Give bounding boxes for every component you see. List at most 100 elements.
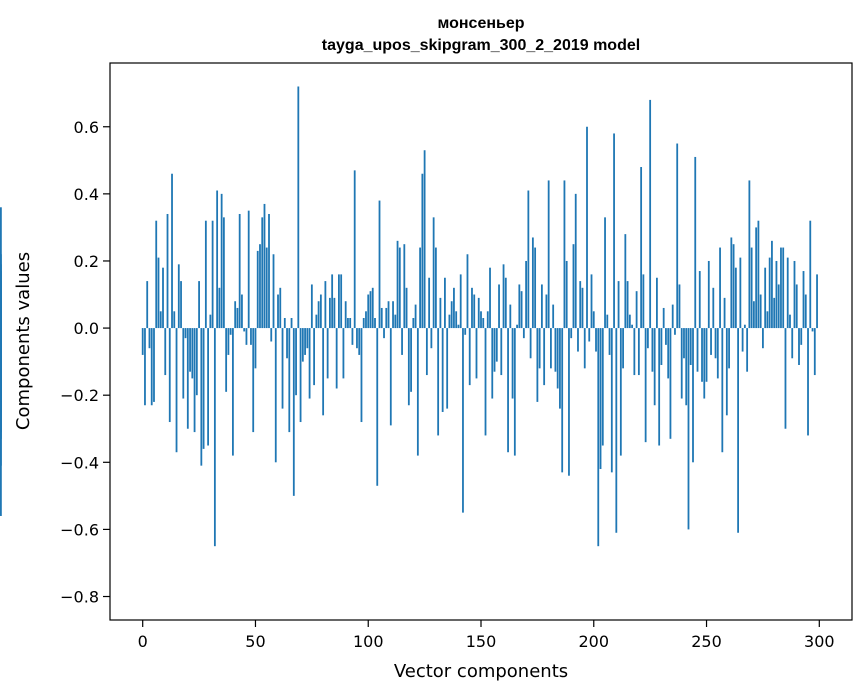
bar-component-258 — [723, 297, 726, 329]
bar-component-35 — [220, 193, 223, 329]
bar-component-144 — [466, 254, 469, 329]
bar-component-221 — [640, 167, 643, 329]
bar-component-146 — [471, 287, 473, 329]
bar-component-53 — [261, 217, 264, 329]
bar-component-240 — [683, 328, 685, 359]
bar-component-105 — [378, 200, 381, 329]
bar-component-185 — [559, 328, 561, 409]
bar-component-164 — [511, 328, 514, 399]
bar-component-266 — [741, 328, 744, 352]
bar-component-252 — [710, 328, 712, 355]
bar-component-91 — [347, 318, 349, 329]
bar-component-235 — [671, 304, 674, 329]
bar-component-168 — [520, 291, 523, 329]
bar-component-223 — [644, 328, 647, 443]
bar-component-248 — [701, 328, 703, 382]
bar-component-178 — [543, 328, 546, 386]
bar-component-281 — [775, 260, 778, 329]
bar-component-218 — [633, 328, 636, 376]
bar-component-227 — [653, 328, 656, 406]
bar-component-299 — [816, 274, 818, 329]
bar-component-242 — [687, 328, 690, 530]
bar-component-42 — [236, 307, 239, 329]
bar-component-33 — [216, 190, 219, 329]
bar-component-209 — [613, 133, 615, 329]
bar-component-21 — [189, 328, 191, 372]
bar-component-119 — [410, 328, 412, 392]
y-tick-label: −0.8 — [60, 588, 99, 607]
bar-component-220 — [637, 328, 640, 376]
x-tick-label: 150 — [466, 632, 497, 651]
bar-component-238 — [678, 284, 681, 329]
bar-component-24 — [195, 328, 198, 396]
bar-component-51 — [256, 250, 259, 329]
bar-component-128 — [430, 328, 433, 349]
bar-component-79 — [319, 294, 322, 329]
bar-component-176 — [538, 328, 541, 369]
bar-component-140 — [457, 324, 460, 329]
bar-component-251 — [707, 260, 710, 329]
bar-component-170 — [525, 260, 527, 329]
bar-component-78 — [317, 301, 320, 329]
bar-component-47 — [247, 210, 250, 329]
bar-component-290 — [795, 284, 798, 329]
bar-component-27 — [202, 328, 205, 449]
bar-component-181 — [550, 328, 552, 369]
bar-component-203 — [599, 328, 602, 470]
bar-component-236 — [674, 328, 676, 335]
plot-area-frame — [109, 62, 853, 621]
bar-component-214 — [624, 234, 627, 329]
bar-component-30 — [209, 314, 212, 329]
y-tick-label: −0.6 — [60, 520, 99, 539]
bar-component-26 — [200, 328, 203, 466]
bar-component-32 — [213, 328, 216, 547]
x-tick-label: 200 — [578, 632, 609, 651]
bar-component-207 — [608, 328, 611, 355]
bar-component-282 — [777, 284, 780, 329]
bar-component-161 — [504, 277, 507, 329]
bar-component-188 — [565, 260, 568, 329]
bar-component-213 — [622, 328, 624, 369]
bar-component-197 — [586, 126, 588, 329]
bar-component-88 — [340, 274, 343, 329]
bar-component-294 — [804, 294, 807, 329]
bar-component-0 — [141, 328, 144, 355]
y-axis-ticks: −0.8 −0.6 −0.4 −0.2 0.0 0.2 0.4 0.6 — [60, 118, 110, 607]
bar-component-110 — [389, 328, 392, 426]
bar-component-154 — [489, 267, 491, 329]
bar-component-289 — [793, 260, 796, 329]
bar-component-37 — [225, 328, 228, 392]
bar-component-244 — [692, 328, 694, 463]
bar-component-267 — [743, 324, 746, 329]
bar-component-210 — [615, 328, 618, 533]
bar-component-64 — [286, 328, 288, 359]
bar-component-208 — [610, 328, 613, 473]
bar-component-222 — [642, 274, 645, 329]
bar-component-130 — [434, 247, 437, 329]
bar-component-61 — [279, 287, 282, 329]
bar-component-155 — [491, 328, 494, 399]
bar-component-98 — [362, 318, 365, 329]
bar-component-74 — [308, 328, 311, 399]
bar-component-49 — [252, 328, 255, 433]
bar-component-58 — [272, 254, 275, 329]
bar-component-143 — [464, 328, 467, 335]
bar-component-111 — [392, 301, 394, 329]
bar-component-39 — [229, 328, 232, 335]
bar-component-25 — [198, 281, 200, 329]
bar-component-194 — [579, 281, 582, 329]
bar-component-56 — [268, 213, 270, 329]
y-tick-label: −0.4 — [60, 453, 99, 472]
bar-component-122 — [416, 328, 419, 456]
bar-component-265 — [739, 257, 742, 329]
bar-component-204 — [601, 328, 604, 446]
bar-component-198 — [588, 328, 591, 342]
bar-component-279 — [771, 240, 773, 329]
bar-component-191 — [572, 244, 575, 329]
bar-component-296 — [809, 220, 812, 329]
bar-component-260 — [728, 328, 730, 369]
bar-component-121 — [414, 304, 417, 329]
bar-component-81 — [324, 281, 327, 329]
bar-component-156 — [493, 328, 496, 372]
